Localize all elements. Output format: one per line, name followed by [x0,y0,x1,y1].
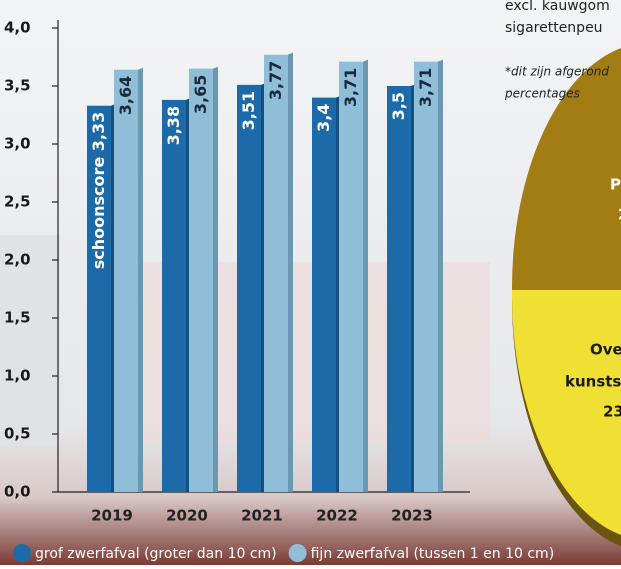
bar-side [288,52,293,493]
value-label-text: 3,5 [389,92,408,120]
bar [87,105,111,492]
y-tick-label: 0,5 [4,425,31,443]
y-tick-label: 0,0 [4,483,31,501]
bar-side [363,59,368,492]
y-tick-label: 3,0 [4,135,31,153]
legend-swatch [13,544,31,562]
legend-label: fijn zwerfafval (tussen 1 en 10 cm) [311,546,555,562]
value-label: 3,71 [416,68,435,107]
legend-label: grof zwerfafval (groter dan 10 cm) [35,546,277,562]
x-tick-label: 2021 [241,507,283,525]
x-tick-label: 2020 [166,507,208,525]
y-tick-label: 2,5 [4,193,31,211]
y-tick-label: 4,0 [4,19,31,37]
bar-side [213,66,218,492]
value-label-text: 3,4 [314,104,333,132]
value-label: 3,5 [389,92,408,120]
value-label-text: 3,77 [266,61,285,100]
x-tick-label: 2023 [391,507,433,525]
bar-side [138,67,143,492]
bar [162,99,186,493]
value-label: 3,4 [314,104,333,132]
value-label-text: 3,33 [89,112,108,151]
x-tick-label: 2019 [91,507,133,525]
bar [339,61,363,492]
legend-swatch [288,544,307,562]
bar [264,54,288,493]
pie-label: P [610,176,621,194]
value-label: 3,77 [266,61,285,100]
value-label-text: 3,71 [341,68,360,107]
pie-fragment [511,48,621,547]
pie-slice [511,290,621,535]
value-label-text: 3,71 [416,68,435,107]
note: excl. kauwgom [505,0,610,14]
y-tick-label: 1,0 [4,367,31,385]
note: *dit zijn afgerond [505,65,609,79]
annotation: schoonscore [89,157,108,270]
value-label-text: 3,65 [191,75,210,114]
bar [387,86,411,492]
value-label-text: 3,38 [164,106,183,145]
note: percentages [504,87,580,101]
value-label-text: 3,51 [239,91,258,130]
pie-slice [511,48,621,290]
value-label: schoonscore 3,33 [89,112,108,270]
bar [312,97,336,492]
pie-label: Ove [590,341,621,359]
building-silhouette [0,235,60,445]
pie-label: 2 [618,206,621,224]
bar [414,61,438,492]
pie-label: kunsts [565,373,621,391]
y-tick-label: 3,5 [4,77,31,95]
bar [237,84,261,492]
bar [189,68,213,492]
value-label: 3,64 [116,76,135,115]
pie-label: 23 [603,403,621,421]
y-tick-label: 1,5 [4,309,31,327]
value-label: 3,71 [341,68,360,107]
value-label: 3,65 [191,75,210,114]
note: sigarettenpeu [505,20,603,36]
value-label: 3,38 [164,106,183,145]
value-label: 3,51 [239,91,258,130]
y-tick-label: 2,0 [4,251,31,269]
value-label-text: 3,64 [116,76,135,115]
bar [114,69,138,492]
x-tick-label: 2022 [316,507,358,525]
bar-side [438,59,443,492]
